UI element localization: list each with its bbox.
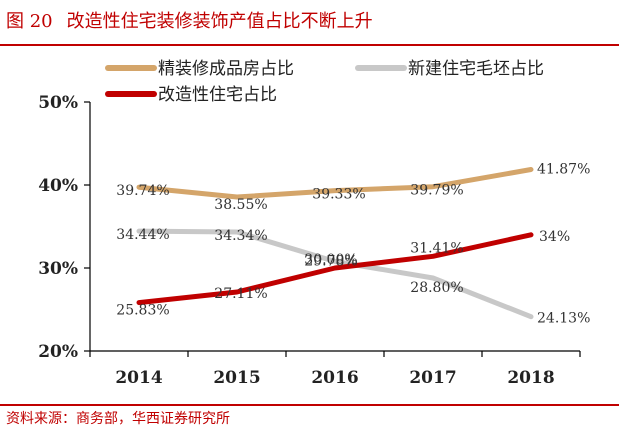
- legend-label: 改造性住宅占比: [158, 85, 277, 105]
- source-note: 资料来源：商务部，华西证券研究所: [6, 411, 230, 427]
- data-label: 30.00%: [304, 252, 357, 268]
- figure-title: 图 20 改造性住宅装修装饰产值占比不断上升: [6, 4, 373, 40]
- x-tick-label: 2014: [115, 368, 162, 388]
- y-tick-label: 50%: [38, 93, 78, 113]
- series-line: [136, 232, 534, 306]
- legend-label: 精装修成品房占比: [158, 59, 294, 79]
- y-tick-label: 20%: [38, 342, 78, 362]
- data-label: 39.74%: [116, 183, 169, 199]
- source-divider: [0, 404, 619, 406]
- data-label: 28.80%: [410, 280, 463, 296]
- data-label: 38.55%: [214, 197, 267, 213]
- axes: 20% 30% 40% 50% 2014 2015 2016 2017 2018: [38, 93, 581, 388]
- x-tick-label: 2017: [409, 368, 456, 388]
- data-label: 29.78%: [304, 254, 357, 270]
- title-divider: [0, 44, 619, 46]
- x-tick-label: 2015: [213, 368, 260, 388]
- legend-label: 新建住宅毛坯占比: [408, 59, 544, 79]
- data-label: 34.44%: [116, 227, 169, 243]
- series-line: [136, 228, 534, 320]
- y-tick-label: 40%: [38, 176, 78, 196]
- data-label: 27.11%: [214, 286, 267, 302]
- data-label: 41.87%: [537, 161, 590, 177]
- series-line: [136, 167, 534, 200]
- data-label: 34.34%: [214, 228, 267, 244]
- data-label: 25.83%: [116, 303, 169, 319]
- data-label: 34%: [539, 229, 570, 245]
- figure-title-text: 改造性住宅装修装饰产值占比不断上升: [66, 11, 373, 32]
- data-labels: 39.74% 38.55% 39.33% 39.79% 41.87% 34.44% 34.3…: [116, 161, 590, 326]
- data-label: 39.33%: [312, 187, 365, 203]
- data-label: 24.13%: [537, 311, 590, 327]
- figure-number: 图 20: [6, 11, 53, 32]
- series-lines: [136, 167, 534, 320]
- x-tick-label: 2016: [311, 368, 358, 388]
- y-tick-label: 30%: [38, 259, 78, 279]
- x-tick-label: 2018: [507, 368, 554, 388]
- data-label: 31.41%: [410, 240, 463, 256]
- data-label: 39.79%: [410, 183, 463, 199]
